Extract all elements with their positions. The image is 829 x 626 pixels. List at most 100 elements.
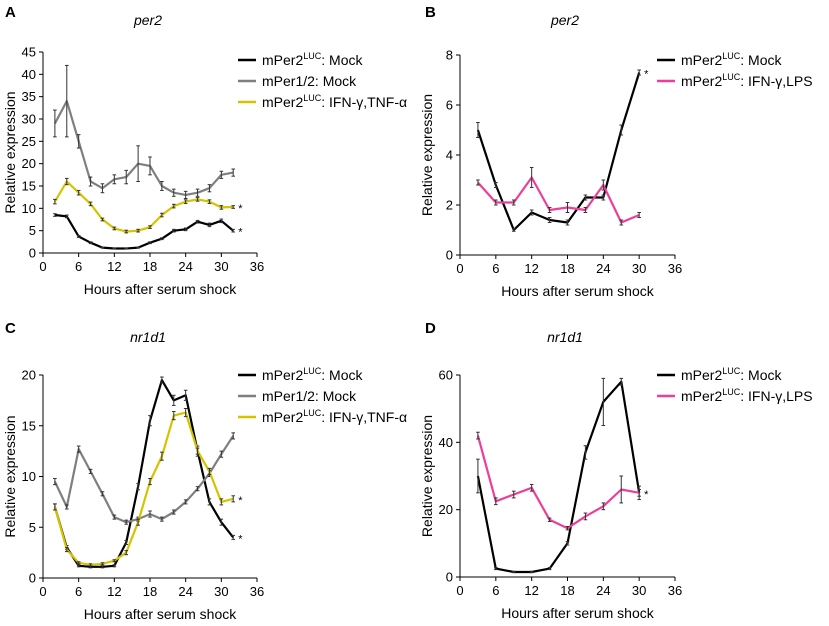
series-2 (476, 167, 641, 226)
data-point (619, 377, 624, 386)
data-point (183, 389, 188, 401)
data-point (88, 563, 93, 567)
x-tick-label: 6 (492, 261, 499, 276)
y-tick-label: 25 (22, 134, 36, 149)
data-point (112, 247, 117, 250)
data-point (511, 570, 516, 574)
data-point (148, 241, 152, 245)
data-point (100, 183, 105, 194)
data-point (231, 534, 236, 540)
data-point (231, 205, 236, 209)
data-point (171, 509, 176, 515)
x-axis-label: Hours after serum shock (84, 281, 237, 297)
y-tick-label: 5 (29, 223, 36, 238)
significance-star: * (644, 69, 649, 81)
x-tick-label: 36 (250, 584, 264, 599)
x-tick-label: 12 (524, 583, 538, 598)
data-point (100, 562, 105, 566)
data-point (183, 499, 188, 505)
data-point (619, 219, 624, 226)
data-point (565, 219, 570, 226)
data-point (583, 207, 588, 213)
legend-item: mPer2LUC: Mock (657, 51, 782, 68)
x-tick-label: 18 (143, 259, 157, 274)
data-point (494, 567, 498, 571)
legend-item: mPer2LUC: IFN-γ,TNF-α (238, 93, 407, 110)
x-tick-label: 12 (524, 261, 538, 276)
x-tick-label: 6 (75, 259, 82, 274)
data-point (148, 478, 152, 486)
legend-label: mPer2LUC: Mock (262, 51, 363, 68)
data-point (112, 564, 117, 568)
data-point (219, 205, 224, 210)
data-point (476, 179, 480, 186)
data-point (136, 518, 140, 526)
panel-letter: A (5, 4, 16, 21)
data-point (100, 491, 105, 497)
data-point (207, 498, 212, 506)
data-point (207, 467, 212, 475)
data-point (148, 225, 152, 229)
data-point (207, 199, 212, 204)
legend-item: mPer2LUC: IFN-γ,LPS (657, 72, 813, 89)
y-tick-label: 4 (446, 148, 453, 163)
data-point (136, 246, 140, 249)
legend-label: mPer2LUC: Mock (681, 366, 782, 383)
data-point (53, 198, 57, 205)
data-point (547, 517, 552, 522)
data-point (637, 69, 641, 76)
legend-item: mPer2LUC: IFN-γ,LPS (657, 387, 813, 404)
legend-label: mPer2LUC: IFN-γ,LPS (681, 387, 813, 404)
data-point (601, 194, 606, 201)
x-tick-label: 36 (250, 259, 264, 274)
data-point (64, 177, 69, 186)
y-tick-label: 35 (22, 89, 36, 104)
data-point (136, 483, 140, 491)
data-point (112, 514, 117, 520)
plot-title: per2 (550, 12, 579, 28)
y-tick-label: 0 (446, 248, 453, 263)
series-line (477, 176, 640, 224)
data-point (583, 194, 588, 201)
data-point (136, 228, 140, 233)
data-point (601, 179, 606, 191)
data-point (136, 145, 140, 183)
y-tick-label: 0 (29, 246, 36, 261)
data-point (88, 468, 93, 474)
data-point (219, 170, 224, 179)
x-tick-label: 24 (596, 261, 610, 276)
data-point (494, 497, 498, 506)
series-3: * (53, 177, 243, 234)
data-point (171, 394, 176, 406)
x-tick-label: 36 (668, 583, 682, 598)
x-tick-label: 0 (456, 261, 463, 276)
x-axis-label: Hours after serum shock (501, 605, 654, 621)
data-point (100, 217, 105, 222)
legend-item: mPer1/2: Mock (238, 388, 357, 404)
data-point (53, 478, 57, 486)
data-point (160, 451, 164, 461)
data-point (195, 219, 200, 224)
x-tick-label: 6 (492, 583, 499, 598)
data-point (601, 502, 606, 511)
legend-item: mPer2LUC: Mock (657, 366, 782, 383)
data-point (565, 526, 570, 531)
significance-star: * (238, 203, 243, 215)
series-1: * (53, 213, 243, 250)
data-point (494, 199, 498, 206)
x-tick-label: 12 (107, 259, 121, 274)
series-1: * (476, 377, 649, 574)
data-point (547, 207, 552, 213)
x-tick-label: 36 (668, 261, 682, 276)
data-point (219, 450, 224, 458)
data-point (183, 407, 188, 418)
data-point (171, 228, 176, 233)
y-tick-label: 15 (22, 418, 36, 433)
data-point (207, 184, 212, 193)
data-point (511, 228, 516, 232)
legend-item: mPer1/2: Mock (238, 73, 357, 89)
data-point (160, 237, 164, 241)
significance-star: * (238, 533, 243, 545)
